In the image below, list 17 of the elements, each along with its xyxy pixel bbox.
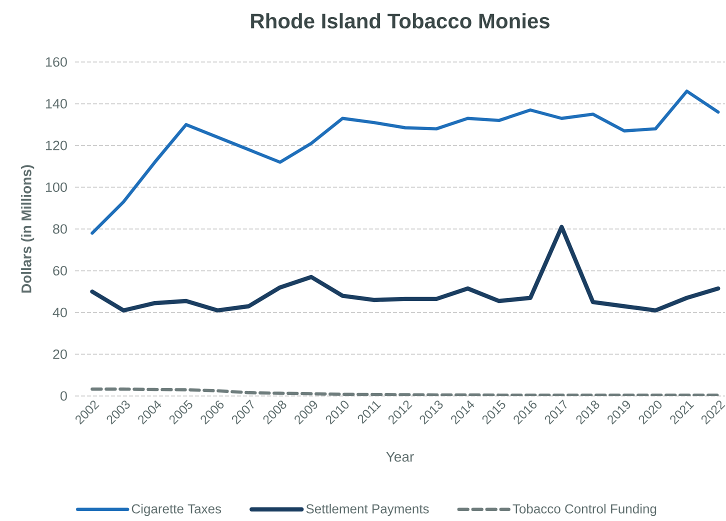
y-tick-label: 40 <box>52 308 67 318</box>
legend-label: Tobacco Control Funding <box>512 504 656 516</box>
legend-label: Settlement Payments <box>306 504 429 516</box>
y-tick-label: 60 <box>53 266 67 276</box>
y-axis-title: Dollars (in Millions) <box>21 165 34 293</box>
x-axis-title: Year <box>386 452 414 462</box>
y-tick-label: 100 <box>46 182 67 192</box>
y-tick-label: 80 <box>53 224 67 234</box>
y-tick-label: 0 <box>60 391 67 401</box>
y-tick-label: 20 <box>53 349 67 360</box>
legend-label: Cigarette Taxes <box>132 504 222 516</box>
y-tick-label: 160 <box>46 57 67 67</box>
line-series <box>90 90 720 235</box>
line-series <box>90 224 720 313</box>
chart-title: Rhode Island Tobacco Monies <box>251 13 550 28</box>
y-tick-label: 140 <box>46 98 67 109</box>
y-tick-label: 120 <box>46 140 67 150</box>
